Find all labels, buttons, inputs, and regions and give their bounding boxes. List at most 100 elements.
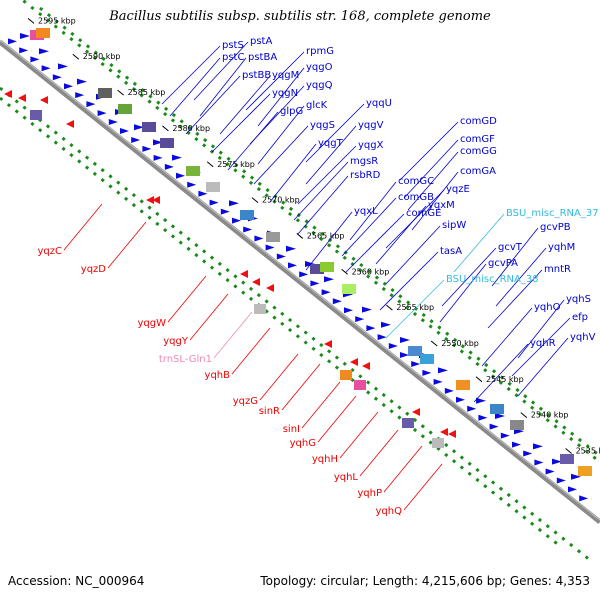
feature-label-yqxL[interactable]: yqxL	[354, 206, 378, 217]
feature-label-sipW[interactable]: sipW	[442, 220, 466, 231]
feature-label-yqgY[interactable]: yqgY	[163, 336, 189, 347]
feature-label-pstBB[interactable]: pstBB	[242, 70, 271, 81]
feature-label-yqgS[interactable]: yqgS	[310, 120, 335, 131]
feature-label-yqhR[interactable]: yqhR	[530, 338, 556, 349]
cds-forward-arrow	[444, 387, 454, 394]
cds-reverse-arrow	[240, 270, 248, 278]
feature-label-yqhV[interactable]: yqhV	[570, 332, 596, 343]
tick-mark	[117, 89, 124, 96]
accession-text: Accession: NC_000964	[8, 574, 145, 588]
tick-label: 2550 kbp	[441, 339, 479, 348]
cds-forward-arrow	[500, 432, 510, 439]
feature-label-gcvT[interactable]: gcvT	[498, 242, 523, 253]
feature-label-mgsR[interactable]: mgsR	[350, 156, 378, 167]
cds-forward-arrow	[324, 276, 334, 283]
feature-label-BSU_misc_RNA_38[interactable]: BSU_misc_RNA_38	[446, 274, 539, 285]
feature-label-rsbRD[interactable]: rsbRD	[350, 170, 381, 181]
feature-label-comGB[interactable]: comGB	[398, 192, 434, 203]
feature-label-mntR[interactable]: mntR	[544, 264, 571, 275]
tick-label: 2540 kbp	[531, 411, 569, 420]
leader-line	[403, 139, 459, 199]
feature-label-yqhL[interactable]: yqhL	[334, 472, 359, 483]
feature-label-yqgX[interactable]: yqgX	[358, 140, 384, 151]
feature-label-yqzG[interactable]: yqzG	[233, 396, 258, 407]
cds-reverse-arrow	[448, 430, 456, 438]
feature-label-yqzE[interactable]: yqzE	[446, 184, 470, 195]
cds-forward-arrow	[533, 443, 543, 450]
cds-forward-arrow	[153, 139, 163, 146]
feature-label-yqgO[interactable]: yqgO	[306, 62, 333, 73]
cds-forward-arrow	[545, 468, 555, 475]
feature-label-comGA[interactable]: comGA	[460, 166, 496, 177]
feature-label-BSU_misc_RNA_37[interactable]: BSU_misc_RNA_37	[506, 208, 599, 219]
cds-reverse-arrow	[440, 428, 448, 436]
feature-label-comGF[interactable]: comGF	[460, 134, 495, 145]
feature-label-sinR[interactable]: sinR	[259, 406, 280, 417]
leader-line	[359, 429, 399, 477]
feature-label-yqgT[interactable]: yqgT	[318, 138, 344, 149]
feature-label-tasA[interactable]: tasA	[440, 246, 462, 257]
tick-label: 2585 kbp	[128, 88, 166, 97]
feature-label-glpG[interactable]: glpG	[280, 106, 303, 117]
feature-label-yqgW[interactable]: yqgW	[137, 318, 166, 329]
feature-label-yqxM[interactable]: yqxM	[428, 200, 455, 211]
feature-label-yqhM[interactable]: yqhM	[548, 242, 575, 253]
tick-mark	[27, 18, 35, 24]
cds-forward-arrow	[467, 405, 477, 412]
feature-label-gcvPB[interactable]: gcvPB	[540, 222, 571, 233]
cds-forward-arrow	[512, 441, 521, 448]
leader-line	[63, 203, 103, 251]
feature-label-yqhO[interactable]: yqhO	[534, 302, 561, 313]
leader-line	[349, 181, 397, 241]
feature-label-rpmG[interactable]: rpmG	[306, 46, 334, 57]
leader-line	[517, 337, 569, 397]
feature-label-yqhS[interactable]: yqhS	[566, 294, 591, 305]
feature-label-efp[interactable]: efp	[572, 312, 588, 323]
feature-label-yqhP[interactable]: yqhP	[357, 488, 382, 499]
feature-label-pstC[interactable]: pstC	[222, 52, 244, 63]
gene-block	[186, 166, 200, 176]
tick-mark	[341, 268, 348, 275]
leader-line	[383, 445, 423, 493]
feature-label-sinI[interactable]: sinI	[283, 424, 300, 435]
cds-forward-arrow	[8, 38, 17, 45]
feature-label-yqhB[interactable]: yqhB	[205, 370, 231, 381]
cds-forward-arrow	[438, 367, 448, 374]
feature-label-pstA[interactable]: pstA	[250, 36, 272, 47]
gene-block	[490, 404, 504, 414]
feature-label-yqhQ[interactable]: yqhQ	[376, 506, 403, 517]
cds-reverse-arrow	[412, 408, 420, 416]
feature-label-yqzC[interactable]: yqzC	[38, 246, 63, 257]
leader-line	[339, 411, 379, 459]
leader-line	[227, 111, 279, 171]
feature-label-glcK[interactable]: glcK	[306, 100, 328, 111]
leader-line	[301, 381, 341, 429]
tick-label: 2575 kbp	[217, 160, 255, 169]
feature-label-yqgV[interactable]: yqgV	[358, 120, 384, 131]
cds-forward-arrow	[534, 459, 544, 466]
feature-label-gcvPA[interactable]: gcvPA	[488, 258, 518, 269]
feature-labels[interactable]: pstS pstA pstC pstBA rpmG pstBB yqgM yqgO yqgN yq…	[38, 36, 599, 517]
feature-label-yqgN[interactable]: yqgN	[272, 88, 298, 99]
leader-line	[297, 145, 357, 205]
gene-block	[402, 418, 414, 428]
feature-label-comGC[interactable]: comGC	[398, 176, 434, 187]
feature-label-pstS[interactable]: pstS	[222, 40, 244, 51]
feature-label-trnSL-Gln1[interactable]: trnSL-Gln1	[159, 354, 212, 365]
feature-label-pstBA[interactable]: pstBA	[248, 52, 277, 63]
leader-line	[375, 205, 427, 265]
feature-label-yqzD[interactable]: yqzD	[81, 264, 107, 275]
feature-label-comGE[interactable]: comGE	[406, 208, 441, 219]
leader-line	[407, 151, 459, 211]
feature-label-yqqU[interactable]: yqqU	[366, 98, 392, 109]
cds-forward-arrow	[41, 65, 51, 72]
feature-label-yqgQ[interactable]: yqgQ	[306, 80, 333, 91]
feature-label-yqgM[interactable]: yqgM	[272, 70, 299, 81]
feature-label-comGD[interactable]: comGD	[460, 116, 497, 127]
gene-block	[408, 346, 422, 356]
feature-label-comGG[interactable]: comGG	[460, 146, 497, 157]
feature-label-yqhG[interactable]: yqhG	[290, 438, 316, 449]
feature-label-yqhH[interactable]: yqhH	[312, 454, 338, 465]
tick-mark	[430, 340, 438, 347]
